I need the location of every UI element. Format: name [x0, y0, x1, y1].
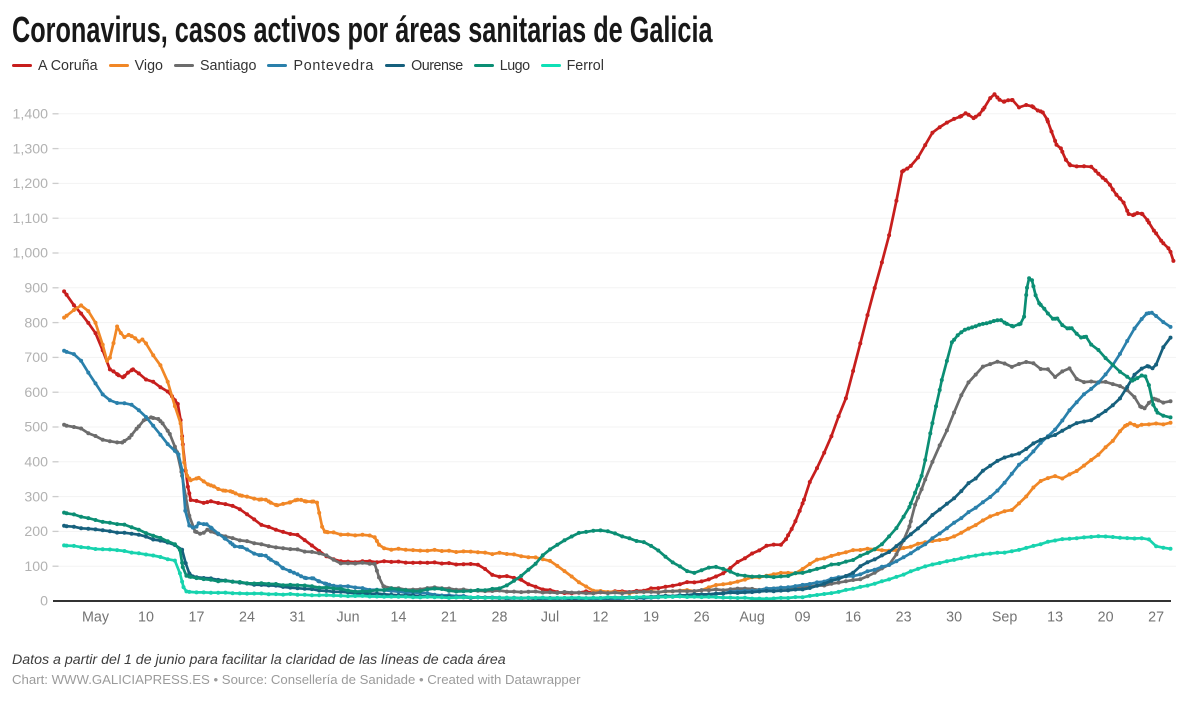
svg-text:12: 12 [593, 610, 609, 626]
svg-text:0: 0 [40, 594, 48, 610]
svg-text:Sep: Sep [992, 610, 1017, 626]
svg-text:28: 28 [492, 610, 508, 626]
svg-text:23: 23 [896, 610, 912, 626]
svg-text:100: 100 [24, 559, 48, 575]
svg-text:26: 26 [694, 610, 710, 626]
svg-text:27: 27 [1148, 610, 1164, 626]
svg-text:19: 19 [643, 610, 659, 626]
svg-text:500: 500 [24, 420, 48, 436]
svg-text:21: 21 [441, 610, 457, 626]
svg-text:Jul: Jul [541, 610, 559, 626]
svg-text:600: 600 [24, 385, 48, 401]
svg-text:1,200: 1,200 [12, 176, 48, 192]
svg-text:10: 10 [138, 610, 154, 626]
svg-text:300: 300 [24, 489, 48, 505]
svg-text:Aug: Aug [739, 610, 764, 626]
svg-text:700: 700 [24, 350, 48, 366]
svg-text:20: 20 [1098, 610, 1114, 626]
svg-text:31: 31 [290, 610, 306, 626]
svg-text:1,100: 1,100 [12, 211, 48, 227]
svg-text:13: 13 [1047, 610, 1063, 626]
svg-text:1,300: 1,300 [12, 141, 48, 157]
svg-text:900: 900 [24, 281, 48, 297]
svg-text:1,000: 1,000 [12, 246, 48, 262]
svg-text:1,400: 1,400 [12, 107, 48, 123]
svg-text:17: 17 [189, 610, 205, 626]
svg-text:14: 14 [391, 610, 407, 626]
svg-text:Jun: Jun [336, 610, 359, 626]
svg-text:24: 24 [239, 610, 255, 626]
svg-text:16: 16 [845, 610, 861, 626]
svg-text:400: 400 [24, 455, 48, 471]
svg-text:800: 800 [24, 315, 48, 331]
svg-text:May: May [82, 610, 110, 626]
svg-text:200: 200 [24, 524, 48, 540]
svg-text:09: 09 [795, 610, 811, 626]
svg-text:30: 30 [946, 610, 962, 626]
